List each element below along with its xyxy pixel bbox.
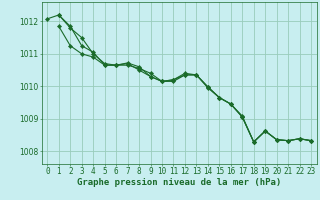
X-axis label: Graphe pression niveau de la mer (hPa): Graphe pression niveau de la mer (hPa) — [77, 178, 281, 187]
